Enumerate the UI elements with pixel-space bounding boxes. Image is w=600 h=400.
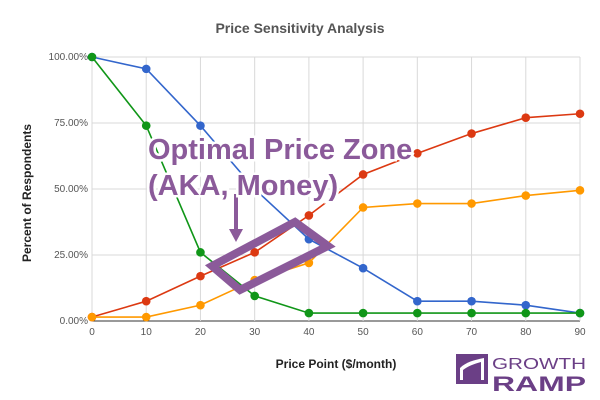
data-point bbox=[250, 248, 259, 257]
data-point bbox=[467, 199, 476, 208]
data-point bbox=[196, 248, 205, 257]
optimal-price-zone-annotation: Optimal Price Zone (AKA, Money) bbox=[146, 132, 415, 295]
data-point bbox=[141, 296, 151, 306]
series-line bbox=[92, 189, 581, 318]
data-point bbox=[413, 199, 422, 208]
data-point bbox=[413, 296, 422, 306]
data-point bbox=[575, 308, 585, 318]
data-point bbox=[467, 129, 476, 138]
logo-line-1: GROWTH bbox=[492, 356, 586, 373]
data-point bbox=[358, 203, 368, 212]
y-tick-label: 50.00% bbox=[54, 184, 88, 195]
data-point bbox=[413, 308, 422, 318]
y-axis-title: Percent of Respondents bbox=[20, 124, 34, 262]
data-point bbox=[413, 149, 422, 158]
y-tick-label: 100.00% bbox=[49, 52, 89, 63]
series-3 bbox=[87, 186, 585, 322]
data-point bbox=[87, 52, 97, 62]
x-tick-label: 80 bbox=[520, 327, 532, 338]
y-tick-label: 75.00% bbox=[54, 118, 88, 129]
data-point bbox=[467, 308, 476, 318]
series-4 bbox=[87, 52, 585, 318]
data-point bbox=[141, 312, 151, 322]
logo-line-2: RAMP bbox=[492, 373, 586, 396]
data-point bbox=[358, 263, 368, 273]
data-point bbox=[196, 300, 205, 310]
x-tick-label: 40 bbox=[303, 327, 315, 338]
data-point bbox=[575, 109, 585, 119]
data-point bbox=[250, 184, 259, 194]
data-point bbox=[250, 291, 259, 301]
y-tick-label: 25.00% bbox=[54, 250, 88, 261]
data-point bbox=[141, 121, 151, 130]
series-layer bbox=[87, 52, 585, 322]
data-point bbox=[358, 308, 368, 318]
series-line bbox=[91, 112, 581, 318]
x-tick-label: 90 bbox=[574, 327, 586, 338]
data-point bbox=[521, 300, 531, 310]
growth-ramp-logo: GROWTH RAMP bbox=[456, 354, 586, 396]
data-point bbox=[358, 170, 368, 179]
x-axis-title: Price Point ($/month) bbox=[276, 357, 397, 371]
data-point bbox=[141, 64, 151, 74]
x-tick-label: 60 bbox=[412, 327, 424, 338]
x-tick-label: 20 bbox=[195, 327, 207, 338]
x-tick-label: 0 bbox=[89, 327, 95, 338]
y-axis-ticks: 0.00% 25.00% 50.00% 75.00% 100.00% bbox=[49, 52, 89, 327]
optimal-zone-box bbox=[204, 217, 336, 295]
data-point bbox=[521, 191, 531, 200]
x-tick-label: 50 bbox=[358, 327, 370, 338]
annotation-line-1: Optimal Price Zone bbox=[148, 134, 412, 166]
annotation-line-2: (AKA, Money) bbox=[148, 170, 338, 202]
data-point bbox=[196, 121, 205, 130]
x-tick-label: 30 bbox=[249, 327, 261, 338]
x-tick-label: 10 bbox=[141, 327, 153, 338]
x-axis-ticks: 0 10 20 30 40 50 60 70 80 90 bbox=[89, 327, 586, 338]
x-tick-label: 70 bbox=[466, 327, 478, 338]
series-line bbox=[91, 56, 581, 314]
annotation-arrow-head bbox=[229, 229, 243, 242]
series-line bbox=[91, 56, 580, 314]
data-point bbox=[87, 312, 97, 322]
data-point bbox=[304, 308, 314, 318]
data-point bbox=[304, 211, 314, 220]
chart-title: Price Sensitivity Analysis bbox=[215, 20, 384, 36]
series-2 bbox=[87, 109, 585, 322]
logo-ramp-inner bbox=[463, 362, 481, 380]
data-point bbox=[521, 113, 531, 123]
data-point bbox=[467, 296, 476, 306]
data-point bbox=[196, 271, 205, 281]
data-point bbox=[575, 186, 585, 195]
y-tick-label: 0.00% bbox=[60, 316, 88, 327]
data-point bbox=[521, 308, 531, 318]
